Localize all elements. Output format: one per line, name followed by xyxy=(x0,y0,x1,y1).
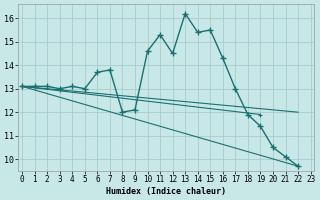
X-axis label: Humidex (Indice chaleur): Humidex (Indice chaleur) xyxy=(106,187,226,196)
